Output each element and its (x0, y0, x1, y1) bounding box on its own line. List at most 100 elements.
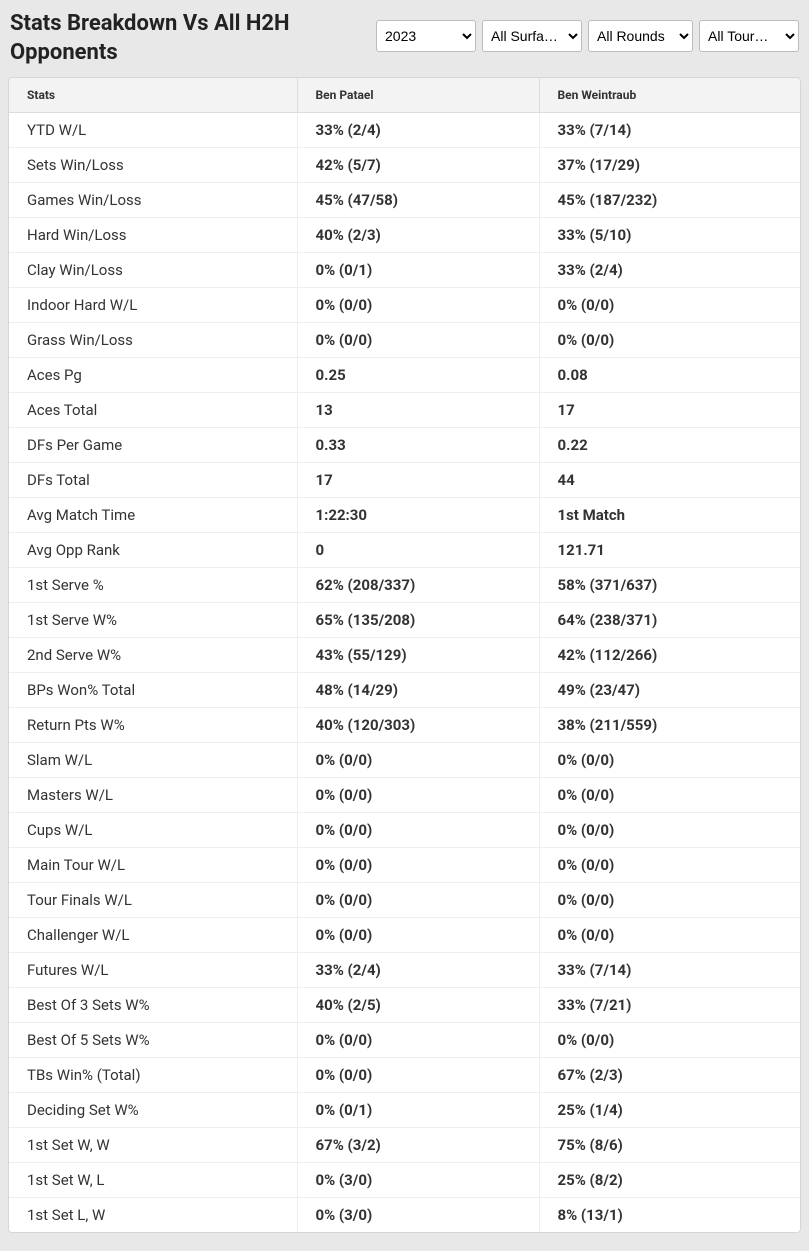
stat-label: Grass Win/Loss (9, 323, 297, 358)
stat-value-player2: 38% (211/559) (539, 708, 800, 743)
stat-value-player1: 0% (0/0) (297, 1058, 539, 1093)
stat-label: 1st Serve % (9, 568, 297, 603)
stat-value-player1: 33% (2/4) (297, 113, 539, 148)
stat-label: Indoor Hard W/L (9, 288, 297, 323)
stat-value-player2: 0% (0/0) (539, 883, 800, 918)
stat-value-player2: 25% (1/4) (539, 1093, 800, 1128)
stat-value-player1: 17 (297, 463, 539, 498)
round-select[interactable]: All Rounds (588, 20, 693, 52)
stat-value-player2: 37% (17/29) (539, 148, 800, 183)
stat-value-player1: 62% (208/337) (297, 568, 539, 603)
table-row: BPs Won% Total48% (14/29)49% (23/47) (9, 673, 800, 708)
stat-value-player2: 0% (0/0) (539, 323, 800, 358)
stat-value-player2: 0% (0/0) (539, 1023, 800, 1058)
stat-value-player1: 0% (0/0) (297, 323, 539, 358)
stats-panel: Stats Ben Patael Ben Weintraub YTD W/L33… (8, 77, 801, 1233)
stat-value-player1: 0.33 (297, 428, 539, 463)
stat-value-player1: 43% (55/129) (297, 638, 539, 673)
stat-value-player2: 49% (23/47) (539, 673, 800, 708)
year-select[interactable]: 2023 (376, 20, 476, 52)
stat-label: Best Of 3 Sets W% (9, 988, 297, 1023)
stat-value-player2: 33% (7/14) (539, 113, 800, 148)
table-row: 1st Serve %62% (208/337)58% (371/637) (9, 568, 800, 603)
table-row: Masters W/L0% (0/0)0% (0/0) (9, 778, 800, 813)
table-row: 1st Set W, L0% (3/0)25% (8/2) (9, 1163, 800, 1198)
table-row: 1st Set L, W0% (3/0)8% (13/1) (9, 1198, 800, 1233)
stat-value-player2: 0% (0/0) (539, 288, 800, 323)
surface-select[interactable]: All Surfa… (482, 20, 582, 52)
stat-value-player1: 0% (0/0) (297, 778, 539, 813)
stat-value-player1: 0% (0/0) (297, 288, 539, 323)
stat-label: 1st Set W, W (9, 1128, 297, 1163)
stat-value-player1: 0% (0/0) (297, 1023, 539, 1058)
stat-label: Slam W/L (9, 743, 297, 778)
stat-label: DFs Per Game (9, 428, 297, 463)
stat-value-player1: 0% (0/0) (297, 848, 539, 883)
stat-value-player2: 121.71 (539, 533, 800, 568)
stat-label: Aces Pg (9, 358, 297, 393)
table-row: Avg Match Time1:22:301st Match (9, 498, 800, 533)
table-row: Avg Opp Rank0121.71 (9, 533, 800, 568)
table-row: Main Tour W/L0% (0/0)0% (0/0) (9, 848, 800, 883)
stat-label: Games Win/Loss (9, 183, 297, 218)
table-row: Challenger W/L0% (0/0)0% (0/0) (9, 918, 800, 953)
stat-value-player1: 0.25 (297, 358, 539, 393)
table-row: YTD W/L33% (2/4)33% (7/14) (9, 113, 800, 148)
stat-value-player2: 33% (2/4) (539, 253, 800, 288)
stat-value-player1: 0% (0/1) (297, 253, 539, 288)
stat-value-player1: 0% (0/1) (297, 1093, 539, 1128)
stat-value-player1: 40% (120/303) (297, 708, 539, 743)
stat-label: Best Of 5 Sets W% (9, 1023, 297, 1058)
stat-label: Clay Win/Loss (9, 253, 297, 288)
stat-value-player2: 67% (2/3) (539, 1058, 800, 1093)
stat-value-player2: 17 (539, 393, 800, 428)
filter-bar: 2023 All Surfa… All Rounds All Tour… (376, 20, 799, 52)
table-row: Aces Pg0.250.08 (9, 358, 800, 393)
table-row: Cups W/L0% (0/0)0% (0/0) (9, 813, 800, 848)
table-row: Grass Win/Loss0% (0/0)0% (0/0) (9, 323, 800, 358)
stat-label: Futures W/L (9, 953, 297, 988)
table-row: Sets Win/Loss42% (5/7)37% (17/29) (9, 148, 800, 183)
tour-select[interactable]: All Tour… (699, 20, 799, 52)
table-row: Best Of 5 Sets W%0% (0/0)0% (0/0) (9, 1023, 800, 1058)
stat-value-player2: 44 (539, 463, 800, 498)
stat-value-player2: 0% (0/0) (539, 743, 800, 778)
stat-label: Hard Win/Loss (9, 218, 297, 253)
stat-value-player2: 58% (371/637) (539, 568, 800, 603)
stat-value-player2: 45% (187/232) (539, 183, 800, 218)
table-header-row: Stats Ben Patael Ben Weintraub (9, 78, 800, 113)
col-player1: Ben Patael (297, 78, 539, 113)
stat-value-player1: 48% (14/29) (297, 673, 539, 708)
table-row: Clay Win/Loss0% (0/1)33% (2/4) (9, 253, 800, 288)
table-row: Tour Finals W/L0% (0/0)0% (0/0) (9, 883, 800, 918)
stat-value-player1: 0% (0/0) (297, 883, 539, 918)
stat-label: Sets Win/Loss (9, 148, 297, 183)
stat-label: Avg Opp Rank (9, 533, 297, 568)
stat-label: TBs Win% (Total) (9, 1058, 297, 1093)
stat-value-player1: 42% (5/7) (297, 148, 539, 183)
table-row: Futures W/L33% (2/4)33% (7/14) (9, 953, 800, 988)
stat-value-player2: 0% (0/0) (539, 778, 800, 813)
stat-label: Challenger W/L (9, 918, 297, 953)
stat-value-player1: 0% (0/0) (297, 743, 539, 778)
stat-label: 1st Serve W% (9, 603, 297, 638)
stat-value-player1: 0% (3/0) (297, 1163, 539, 1198)
stat-value-player2: 25% (8/2) (539, 1163, 800, 1198)
stat-value-player1: 65% (135/208) (297, 603, 539, 638)
stat-value-player1: 0 (297, 533, 539, 568)
stat-value-player2: 0.22 (539, 428, 800, 463)
table-row: DFs Per Game0.330.22 (9, 428, 800, 463)
stat-value-player1: 0% (0/0) (297, 813, 539, 848)
stat-label: YTD W/L (9, 113, 297, 148)
stat-value-player1: 13 (297, 393, 539, 428)
table-row: Aces Total1317 (9, 393, 800, 428)
table-row: TBs Win% (Total)0% (0/0)67% (2/3) (9, 1058, 800, 1093)
table-row: Indoor Hard W/L0% (0/0)0% (0/0) (9, 288, 800, 323)
stat-value-player2: 75% (8/6) (539, 1128, 800, 1163)
stat-value-player1: 0% (0/0) (297, 918, 539, 953)
stat-value-player2: 33% (7/14) (539, 953, 800, 988)
stat-label: Return Pts W% (9, 708, 297, 743)
stat-value-player2: 8% (13/1) (539, 1198, 800, 1233)
stat-label: 1st Set L, W (9, 1198, 297, 1233)
stat-label: Cups W/L (9, 813, 297, 848)
